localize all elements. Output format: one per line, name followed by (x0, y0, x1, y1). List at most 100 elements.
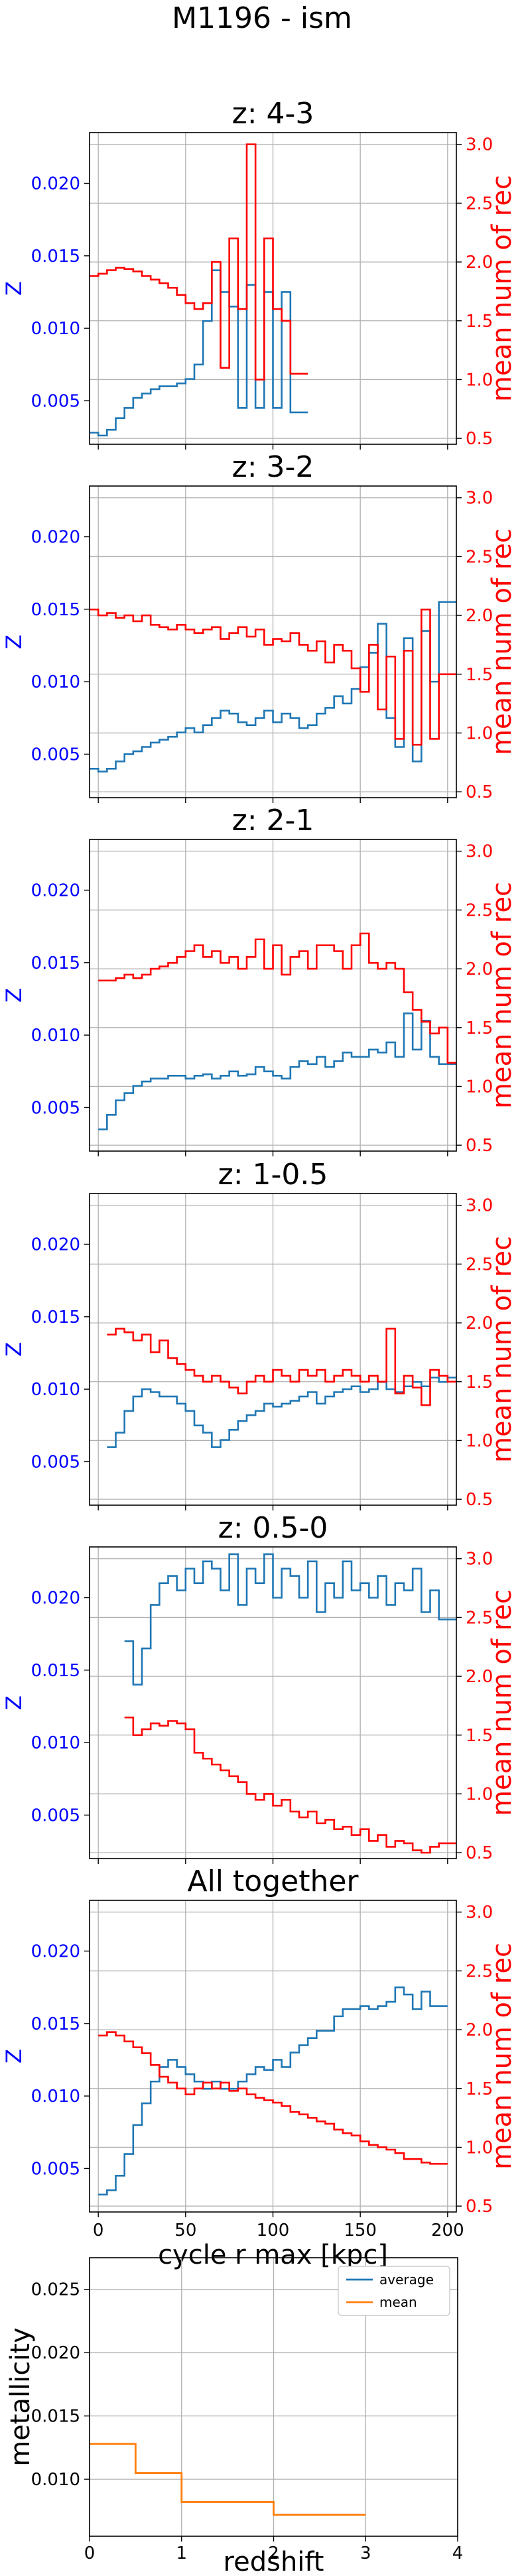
right-tick-label: 1.5 (466, 1373, 493, 1392)
left-tick-label: 0.015 (31, 1661, 80, 1681)
rec-series-line (107, 1327, 456, 1406)
right-tick-label: 0.5 (466, 782, 493, 802)
right-tick-label: 1.5 (466, 665, 493, 685)
legend-label-average: average (379, 2272, 434, 2288)
right-axis-label: mean num of rec (487, 1589, 517, 1816)
right-tick-label: 2.0 (466, 1314, 493, 1333)
y-tick-label: 0.025 (31, 2280, 80, 2300)
panel-title: z: 2-1 (232, 804, 314, 837)
left-tick-label: 0.010 (31, 1380, 80, 1400)
left-tick-label: 0.015 (31, 2014, 80, 2034)
left-axis-label: Z (1, 635, 27, 649)
left-tick-label: 0.010 (31, 672, 80, 692)
right-tick-label: 2.0 (466, 1667, 493, 1687)
left-axis-label: Z (1, 2049, 27, 2063)
panel-1: 0.005 0.010 0.015 0.020 0.5 1.0 1.5 2.0 2.5 3.0 z:… (1, 97, 517, 450)
x-tick-label: 100 (257, 2221, 290, 2240)
rec-series-line (90, 608, 456, 746)
panel-title: z: 0.5-0 (218, 1511, 328, 1545)
left-tick-label: 0.005 (31, 1806, 80, 1825)
right-tick-label: 3.0 (466, 489, 493, 509)
right-tick-label: 3.0 (466, 135, 493, 155)
y-tick-label: 0.010 (31, 2470, 80, 2490)
left-tick-label: 0.020 (31, 1235, 80, 1255)
rec-series-line (90, 143, 308, 381)
x-tick-label: 50 (174, 2221, 196, 2240)
left-axis-label: Z (1, 988, 27, 1003)
panel-5: 0.005 0.010 0.015 0.020 0.5 1.0 1.5 2.0 2.5 3.0 z:… (1, 1511, 517, 1864)
x-tick-label: 1 (176, 2544, 187, 2563)
left-axis-label: Z (1, 1342, 27, 1357)
y-tick-label: 0.015 (31, 2407, 80, 2427)
right-tick-label: 2.0 (466, 253, 493, 273)
z-series-line (90, 601, 456, 772)
right-tick-label: 2.5 (466, 1608, 493, 1628)
right-tick-label: 2.0 (466, 606, 493, 626)
panels: 0.005 0.010 0.015 0.020 0.5 1.0 1.5 2.0 2.5 3.0 z:… (1, 97, 517, 2270)
left-tick-label: 0.015 (31, 1308, 80, 1327)
right-axis-label: mean num of rec (487, 882, 517, 1109)
right-axis-label: mean num of rec (487, 1236, 517, 1463)
right-axis-label: mean num of rec (487, 1943, 517, 2170)
legend: average mean (338, 2266, 450, 2316)
left-tick-label: 0.015 (31, 247, 80, 267)
left-tick-label: 0.010 (31, 1733, 80, 1753)
panel-title: z: 4-3 (232, 97, 314, 131)
x-tick-label: 3 (360, 2544, 371, 2563)
panel-2: 0.005 0.010 0.015 0.020 0.5 1.0 1.5 2.0 2.5 3.0 z:… (1, 450, 517, 803)
left-axis-label: Z (1, 1695, 27, 1710)
right-tick-label: 0.5 (466, 1843, 493, 1863)
right-tick-label: 0.5 (466, 2197, 493, 2217)
x-tick-label: 0 (93, 2221, 104, 2240)
left-axis-label: Z (1, 281, 27, 296)
x-axis-label: cycle r max [kpc] (158, 2240, 388, 2270)
z-series-line (90, 269, 308, 437)
right-tick-label: 1.5 (466, 1018, 493, 1038)
left-tick-label: 0.010 (31, 1026, 80, 1046)
right-tick-label: 2.5 (466, 900, 493, 920)
right-tick-label: 2.5 (466, 194, 493, 214)
right-tick-label: 3.0 (466, 1196, 493, 1216)
panel-3: 0.005 0.010 0.015 0.020 0.5 1.0 1.5 2.0 2.5 3.0 z:… (1, 804, 517, 1156)
right-tick-label: 2.5 (466, 1961, 493, 1981)
left-tick-label: 0.005 (31, 745, 80, 765)
rec-series-line (98, 932, 456, 1064)
right-tick-label: 2.5 (466, 547, 493, 567)
right-tick-label: 3.0 (466, 1903, 493, 1923)
right-tick-label: 1.0 (466, 370, 493, 390)
x-axis-label: redshift (224, 2547, 324, 2576)
right-tick-label: 2.5 (466, 1255, 493, 1274)
legend-label-mean: mean (379, 2294, 417, 2310)
left-tick-label: 0.020 (31, 1589, 80, 1609)
right-tick-label: 0.5 (466, 1136, 493, 1156)
figure-title: M1196 - ism (172, 1, 352, 35)
left-tick-label: 0.005 (31, 1452, 80, 1472)
left-tick-label: 0.005 (31, 1098, 80, 1118)
left-tick-label: 0.020 (31, 174, 80, 194)
right-tick-label: 3.0 (466, 1550, 493, 1569)
right-tick-label: 1.5 (466, 2079, 493, 2099)
left-tick-label: 0.005 (31, 391, 80, 411)
right-tick-label: 2.0 (466, 2020, 493, 2040)
left-tick-label: 0.015 (31, 953, 80, 973)
right-axis-label: mean num of rec (487, 528, 517, 755)
x-tick-label: 0 (84, 2544, 96, 2563)
right-tick-label: 1.0 (466, 1077, 493, 1097)
rec-series-line (124, 1716, 456, 1854)
panel-4: 0.005 0.010 0.015 0.020 0.5 1.0 1.5 2.0 2.5 3.0 z:… (1, 1158, 517, 1510)
left-tick-label: 0.010 (31, 2087, 80, 2107)
left-tick-label: 0.020 (31, 1942, 80, 1962)
left-tick-label: 0.005 (31, 2159, 80, 2179)
x-tick-label: 4 (452, 2544, 464, 2563)
left-tick-label: 0.010 (31, 319, 80, 339)
right-tick-label: 1.0 (466, 1784, 493, 1804)
right-tick-label: 1.5 (466, 312, 493, 332)
x-tick-label: 2 (268, 2544, 279, 2563)
right-tick-label: 0.5 (466, 429, 493, 449)
panel-6: 0 50 100 150 200 0.005 0.010 0.015 0.020 0.5 1.0 1.… (1, 1865, 517, 2270)
x-tick-label: 200 (431, 2221, 464, 2240)
left-tick-label: 0.020 (31, 881, 80, 901)
right-tick-label: 1.5 (466, 1726, 493, 1746)
z-series-line (124, 1553, 456, 1686)
legend-box (338, 2266, 450, 2316)
